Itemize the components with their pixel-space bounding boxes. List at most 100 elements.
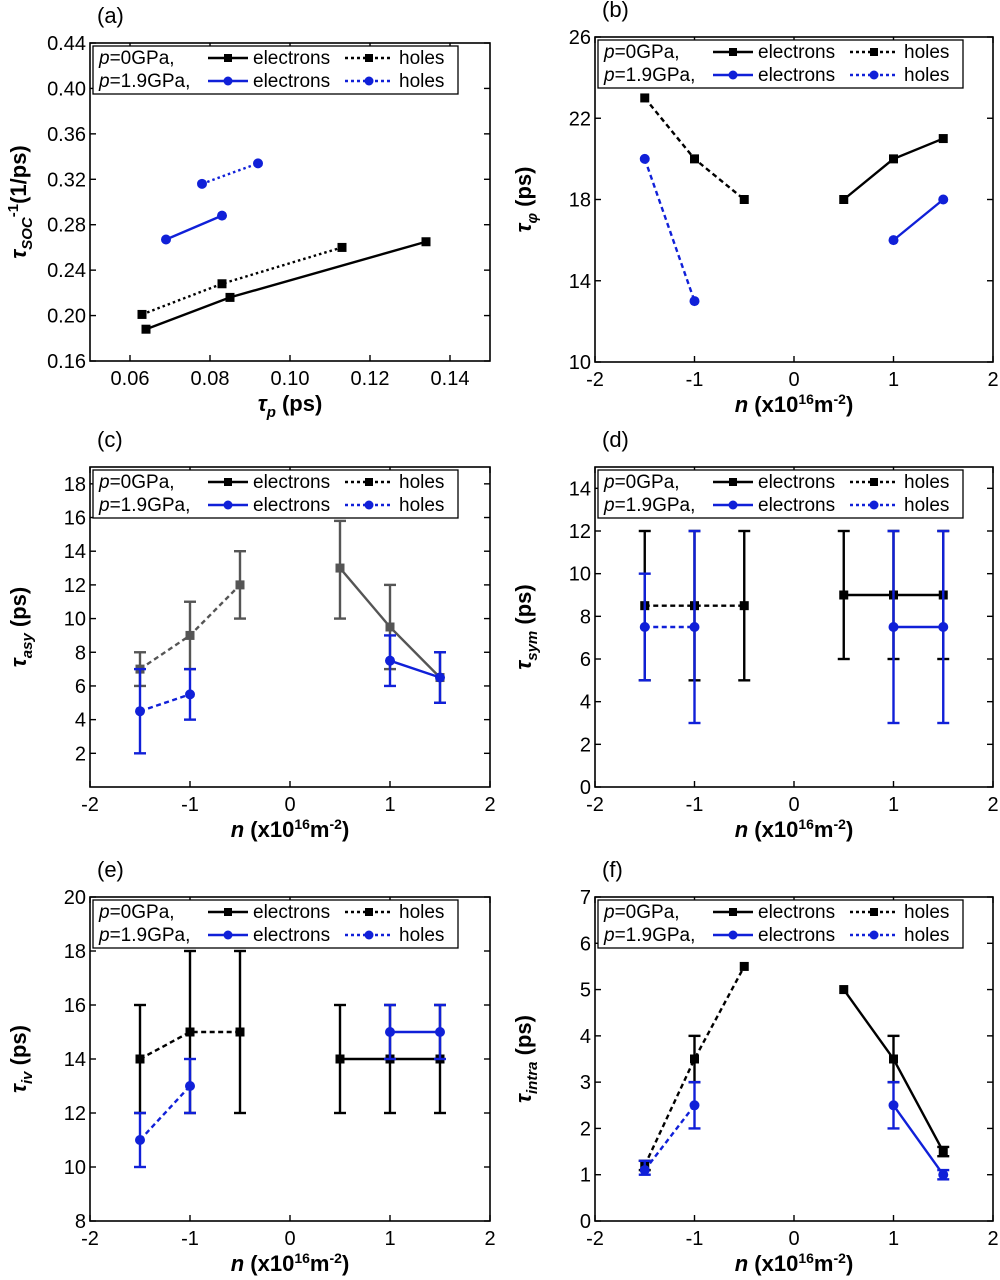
y-tick-label: 0.32 — [47, 169, 86, 191]
legend: p=0GPa, electrons holes p=1.9GPa, electrons h… — [597, 899, 964, 949]
x-tick-label: 2 — [987, 369, 998, 391]
panel-label: (f) — [602, 857, 623, 882]
y-tick-label: 8 — [75, 1211, 86, 1233]
y-tick-label: 18 — [64, 941, 86, 963]
legend-marker — [224, 908, 232, 916]
panel-label: (e) — [97, 857, 124, 882]
series-line — [892, 1104, 945, 1176]
x-tick-label: 2 — [484, 1228, 495, 1250]
x-tick-label: 1 — [888, 794, 899, 816]
data-point — [639, 1165, 650, 1176]
y-tick-label: 14 — [569, 271, 591, 293]
data-point — [639, 153, 650, 164]
legend-marker — [869, 70, 879, 80]
y-axis-label: τiv (ps) — [6, 1025, 36, 1093]
legend-pressure-label: p=1.9GPa, — [603, 925, 695, 946]
legend-marker — [224, 54, 232, 62]
x-axis-label: n (x1016m-2) — [735, 391, 854, 417]
legend-holes: holes — [399, 71, 444, 92]
legend-pressure-label: p=0GPa, — [98, 472, 175, 493]
legend-holes: holes — [399, 902, 444, 923]
legend-electrons: electrons — [758, 925, 835, 946]
y-tick-label: 0.20 — [47, 306, 86, 328]
legend-marker — [728, 500, 738, 510]
legend-holes: holes — [904, 42, 949, 63]
data-point — [335, 1054, 345, 1064]
panel-label: (c) — [97, 427, 123, 452]
legend-electrons: electrons — [758, 495, 835, 516]
data-point — [839, 195, 849, 204]
series-line — [643, 1104, 696, 1171]
y-tick-label: 22 — [569, 108, 591, 130]
data-point — [161, 234, 171, 245]
y-tick-label: 26 — [569, 27, 591, 49]
data-point — [197, 178, 207, 189]
y-axis-label: τintra (ps) — [511, 1015, 541, 1103]
legend-pressure-label: p=1.9GPa, — [98, 495, 190, 516]
y-tick-label: 18 — [64, 474, 86, 496]
legend-marker — [870, 48, 878, 56]
legend-holes: holes — [904, 495, 949, 516]
data-point — [689, 622, 700, 632]
series-line — [389, 659, 441, 679]
series-p-0gpa-electrons — [141, 237, 431, 334]
legend-holes: holes — [904, 472, 949, 493]
series-p-1-9gpa-electrons — [161, 210, 227, 245]
y-tick-label: 4 — [580, 1026, 591, 1048]
legend-pressure-label: p=0GPa, — [98, 902, 175, 923]
series-p-0gpa-electrons — [839, 985, 950, 1158]
data-point — [141, 324, 151, 334]
data-point — [337, 242, 347, 252]
y-tick-label: 2 — [75, 743, 86, 765]
data-point — [839, 985, 849, 995]
data-point — [938, 622, 949, 632]
legend-marker — [224, 478, 232, 486]
x-tick-label: 1 — [888, 1228, 899, 1250]
x-tick-label: -2 — [81, 794, 99, 816]
data-point — [385, 1027, 395, 1037]
x-tick-label: 0 — [284, 1228, 295, 1250]
legend-pressure-label: p=1.9GPa, — [603, 65, 695, 86]
series-line — [842, 137, 944, 201]
legend-pressure-label: p=1.9GPa, — [98, 925, 190, 946]
data-point — [889, 154, 898, 164]
series-line — [141, 246, 343, 316]
data-point — [888, 235, 899, 246]
series-p-1-9gpa-holes — [134, 667, 196, 755]
legend-holes: holes — [399, 925, 444, 946]
series-p-1-9gpa-holes — [639, 153, 700, 307]
y-tick-label: 14 — [569, 478, 591, 500]
series-p-1-9gpa-electrons — [888, 194, 949, 246]
y-tick-label: 14 — [64, 1049, 86, 1071]
x-tick-label: -2 — [586, 369, 604, 391]
y-tick-label: 0.16 — [47, 351, 86, 373]
y-tick-label: 0.24 — [47, 260, 86, 282]
data-point — [639, 622, 650, 632]
data-point — [217, 210, 227, 221]
data-point — [690, 154, 699, 164]
data-point — [135, 706, 145, 717]
legend-marker — [365, 478, 373, 486]
data-point — [435, 1027, 445, 1037]
legend-box — [92, 45, 459, 95]
data-point — [739, 195, 749, 204]
series-p-1-9gpa-electrons — [887, 1080, 950, 1181]
series-line — [643, 158, 696, 302]
legend-electrons: electrons — [253, 48, 330, 69]
x-tick-label: 0 — [788, 1228, 799, 1250]
legend-holes: holes — [399, 495, 444, 516]
y-tick-label: 2 — [580, 734, 591, 756]
legend-box — [92, 469, 459, 519]
y-tick-label: 0.36 — [47, 124, 86, 146]
x-tick-label: 0.08 — [191, 368, 230, 390]
series-line — [643, 97, 746, 201]
series-p-1-9gpa-electrons — [887, 529, 950, 725]
legend-marker — [729, 48, 737, 56]
legend-pressure-label: p=0GPa, — [603, 902, 680, 923]
y-tick-label: 10 — [64, 1157, 86, 1179]
series-p-1-9gpa-holes — [638, 529, 701, 725]
x-tick-label: 1 — [384, 1228, 395, 1250]
